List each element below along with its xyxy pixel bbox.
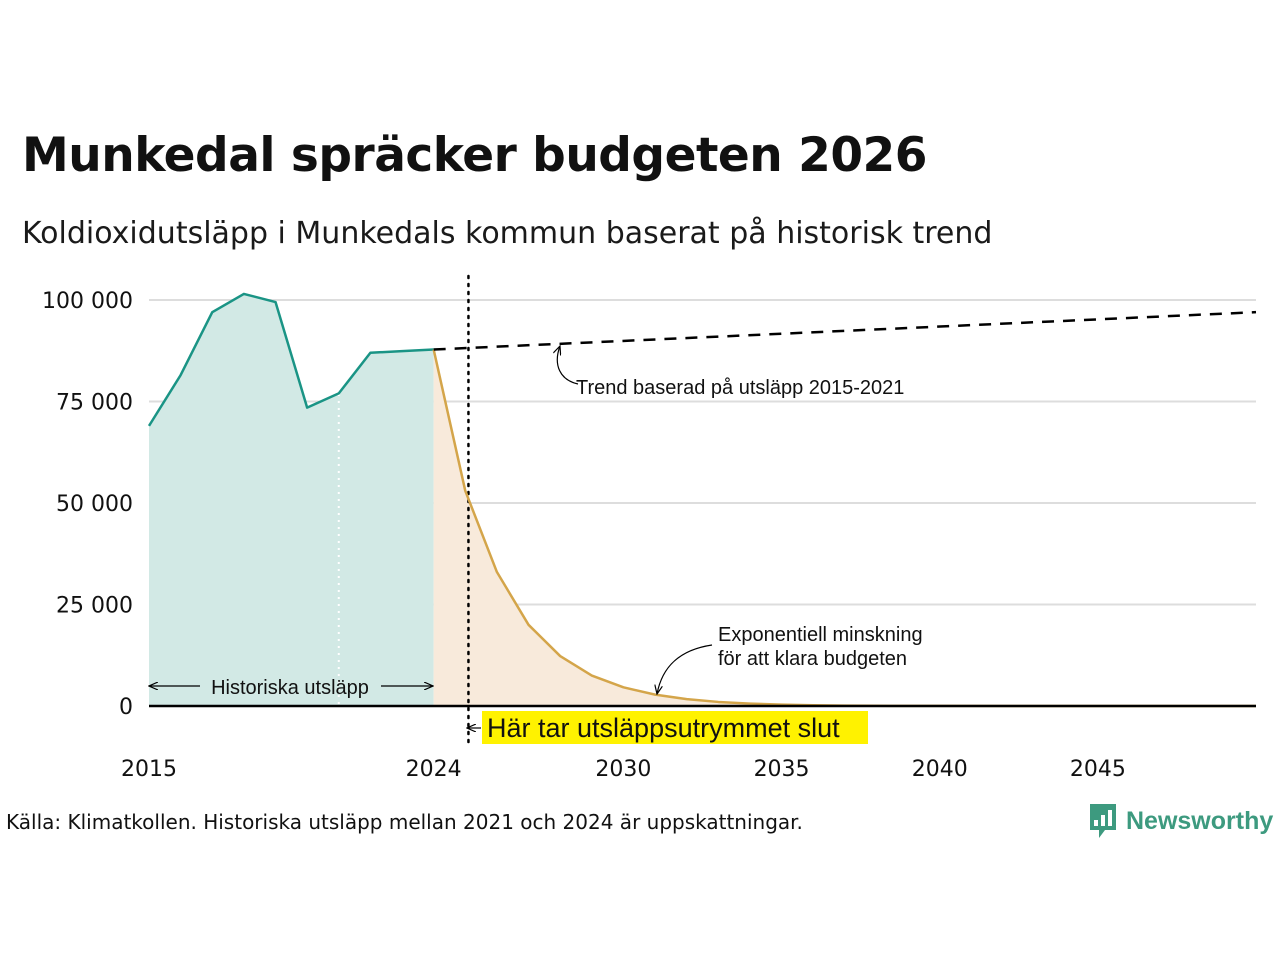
x-tick-label: 2015	[121, 757, 177, 782]
trend-annotation: Trend baserad på utsläpp 2015-2021	[576, 377, 904, 399]
projection-area	[433, 349, 1257, 706]
source-note: Källa: Klimatkollen. Historiska utsläpp …	[6, 810, 803, 834]
logo-text: Newsworthy	[1126, 806, 1274, 835]
exponential-annotation-line1: Exponentiell minskning	[718, 624, 923, 646]
historical-annotation: Historiska utsläpp	[211, 677, 369, 699]
x-tick-label: 2035	[754, 757, 810, 782]
trend-line	[433, 310, 1257, 351]
reference-lines	[337, 274, 470, 746]
x-tick-label: 2045	[1070, 757, 1126, 782]
y-tick-label: 25 000	[56, 594, 133, 619]
exponential-annotation-line2: för att klara budgeten	[718, 648, 907, 670]
historical-line	[147, 292, 434, 427]
x-tick-label: 2030	[595, 757, 651, 782]
y-tick-label: 100 000	[42, 289, 133, 314]
x-tick-label: 2040	[912, 757, 968, 782]
chart-title: Munkedal spräcker budgeten 2026	[22, 128, 927, 183]
bar-chart-speech-bubble-icon	[1090, 804, 1116, 838]
annotations: Trend baserad på utsläpp 2015-2021 Expon…	[149, 346, 923, 744]
exponential-annotation-arrow	[657, 644, 713, 694]
area-fills	[149, 293, 1257, 706]
y-tick-label: 75 000	[56, 391, 133, 416]
historical-area	[149, 293, 434, 706]
trend-annotation-arrow	[557, 346, 579, 385]
newsworthy-logo: Newsworthy	[1088, 802, 1273, 840]
y-tick-label: 0	[119, 695, 133, 720]
y-tick-label: 50 000	[56, 492, 133, 517]
axes: 0 25 000 50 000 75 000 100 000 2015 2024 2030 20…	[42, 289, 1256, 782]
budget-end-annotation: Här tar utsläppsutrymmet slut	[487, 713, 840, 743]
chart-subtitle: Koldioxidutsläpp i Munkedals kommun base…	[22, 216, 993, 251]
budget-end-highlight	[482, 711, 868, 744]
x-tick-label: 2024	[406, 757, 462, 782]
